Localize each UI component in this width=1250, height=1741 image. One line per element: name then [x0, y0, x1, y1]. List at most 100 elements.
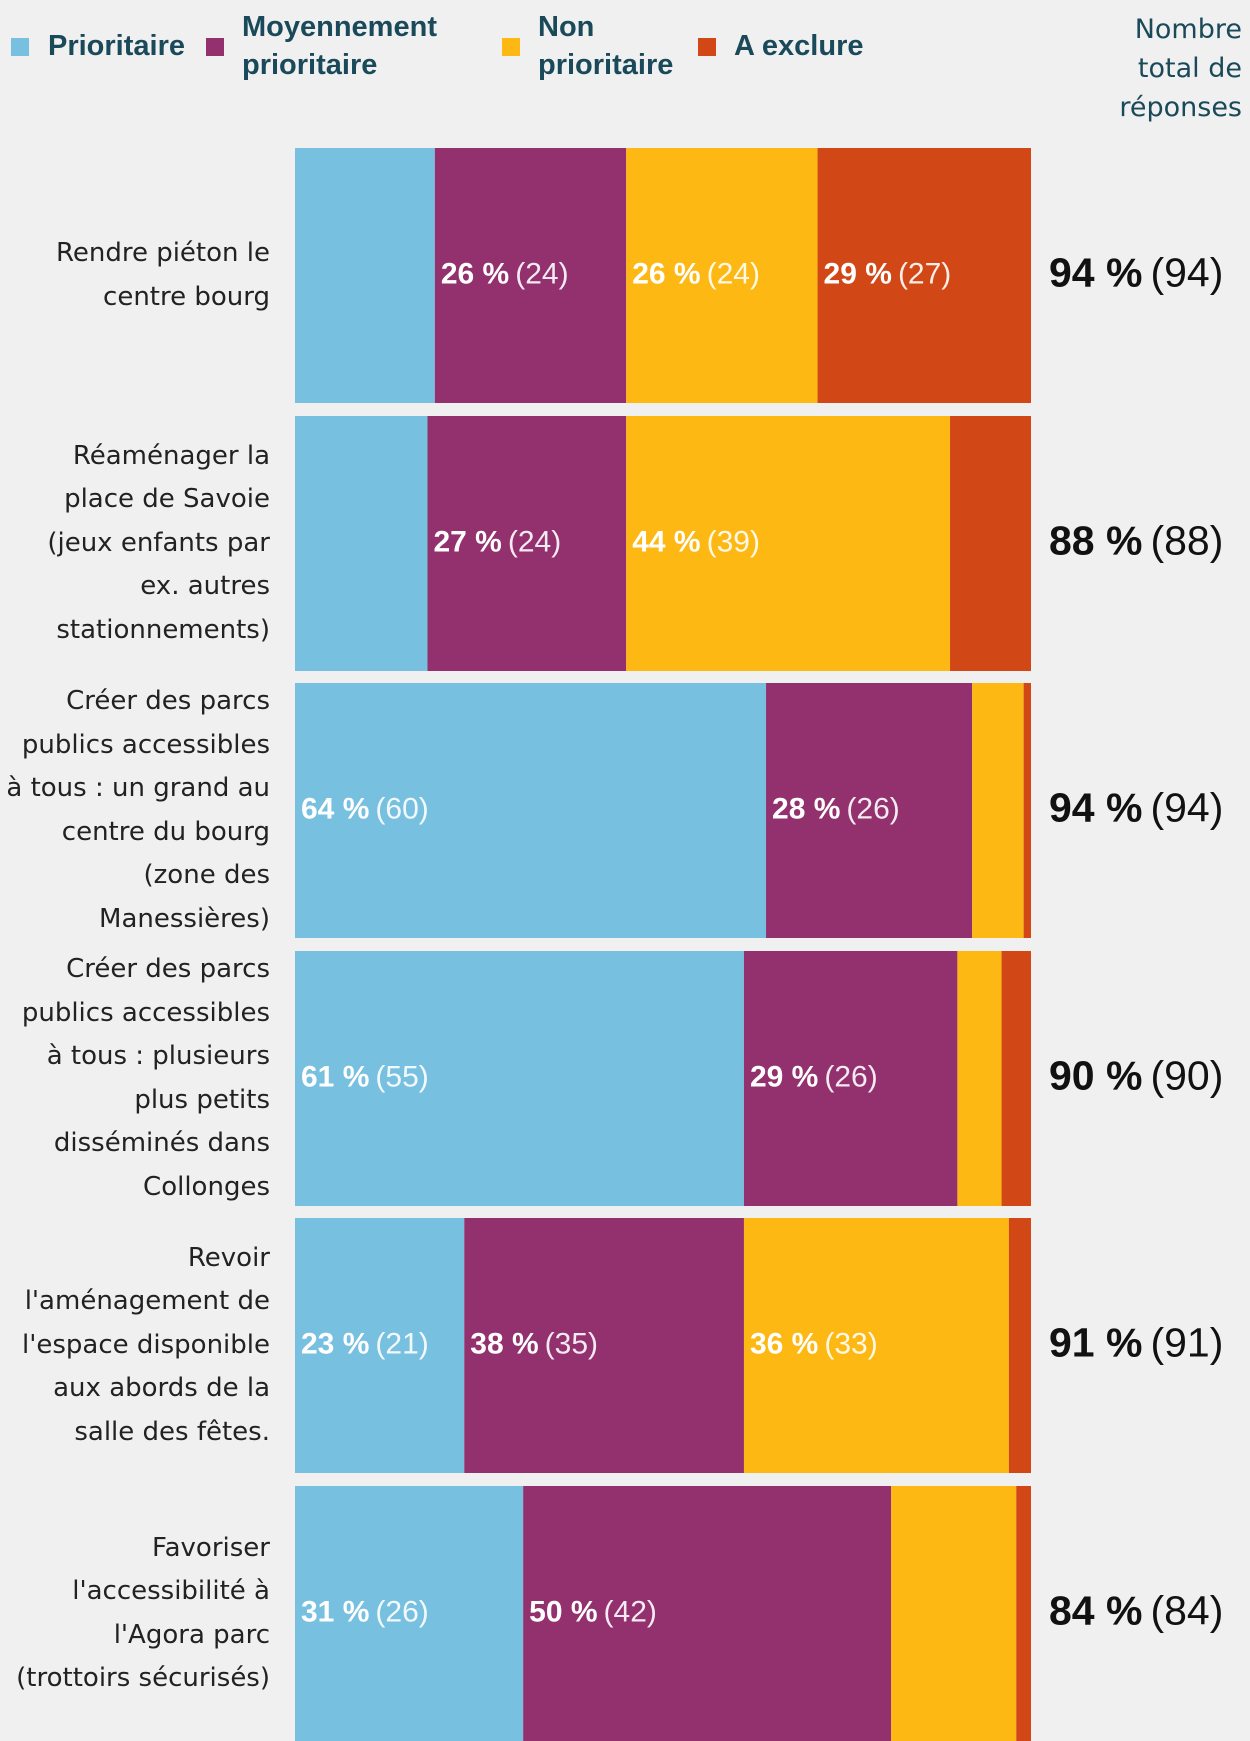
bar-segment	[972, 683, 1024, 938]
total-count-label: (88)	[1150, 517, 1223, 563]
bar-segment	[626, 148, 818, 403]
count-label: (55)	[375, 1060, 428, 1093]
total-label: 84 %	[1049, 1587, 1142, 1633]
bar-segment	[950, 416, 1031, 671]
bar-segment	[434, 148, 627, 403]
segment-label: 64 % (60)	[301, 792, 429, 825]
value-label: 31 %	[301, 1595, 369, 1628]
count-label: (39)	[707, 525, 760, 558]
total-count-label: (91)	[1150, 1319, 1223, 1365]
total-count-label: (94)	[1150, 784, 1223, 830]
value-label: 64 %	[301, 792, 369, 825]
bar-segment	[295, 148, 435, 403]
value-label: 23 %	[301, 1327, 369, 1360]
bar-segment	[1023, 683, 1031, 938]
count-label: (26)	[824, 1060, 877, 1093]
value-label: 50 %	[529, 1595, 597, 1628]
category-label: Revoir l'aménagement de l'espace disponi…	[21, 1242, 270, 1447]
count-label: (35)	[545, 1327, 598, 1360]
value-label: 28 %	[772, 792, 840, 825]
segment-label: 29 % (26)	[750, 1060, 878, 1093]
bar-segment	[817, 148, 1031, 403]
count-label: (24)	[515, 257, 568, 290]
value-label: 27 %	[433, 525, 501, 558]
segment-label: 27 % (24)	[433, 525, 561, 558]
total-label: 94 %	[1049, 249, 1142, 295]
segment-label: 61 % (55)	[301, 1060, 429, 1093]
bar-segment	[295, 683, 767, 938]
bar-segment	[295, 416, 428, 671]
value-label: 36 %	[750, 1327, 818, 1360]
count-label: (60)	[375, 792, 428, 825]
legend-swatch	[698, 38, 716, 56]
bar-segment	[743, 951, 958, 1206]
bar-segment	[743, 1218, 1009, 1473]
total-count-label: (90)	[1150, 1052, 1223, 1098]
total-header: Nombre total de réponses	[1119, 14, 1242, 123]
bar-segment	[295, 951, 744, 1206]
count-label: (26)	[846, 792, 899, 825]
count-label: (24)	[508, 525, 561, 558]
value-label: 26 %	[632, 257, 700, 290]
total: 94 % (94)	[1049, 784, 1223, 830]
segment-label: 44 % (39)	[632, 525, 760, 558]
segment-label: 36 % (33)	[750, 1327, 878, 1360]
segment-label: 29 % (27)	[824, 257, 952, 290]
category-label: Rendre piéton le centre bourg	[55, 238, 270, 312]
legend-label: A exclure	[734, 30, 864, 62]
segment-label: 26 % (24)	[632, 257, 760, 290]
legend-label: Moyennement prioritaire	[242, 11, 437, 81]
bar-segment	[957, 951, 1002, 1206]
bar-segment	[295, 1486, 524, 1741]
total-count-label: (84)	[1150, 1587, 1223, 1633]
value-label: 29 %	[750, 1060, 818, 1093]
bar-segment	[626, 416, 951, 671]
total: 94 % (94)	[1049, 249, 1223, 295]
bar-segment	[891, 1486, 1017, 1741]
bar-segment	[464, 1218, 744, 1473]
count-label: (24)	[707, 257, 760, 290]
category-label: Réaménager la place de Savoie (jeux enfa…	[47, 440, 270, 645]
total-label: 90 %	[1049, 1052, 1142, 1098]
value-label: 44 %	[632, 525, 700, 558]
bar-segment	[523, 1486, 892, 1741]
value-label: 61 %	[301, 1060, 369, 1093]
segment-label: 31 % (26)	[301, 1595, 429, 1628]
total: 84 % (84)	[1049, 1587, 1223, 1633]
legend-swatch	[11, 38, 29, 56]
segment-label: 28 % (26)	[772, 792, 900, 825]
legend-swatch	[206, 38, 224, 56]
legend-swatch	[502, 38, 520, 56]
legend-label: Prioritaire	[48, 30, 185, 62]
legend-label: Non prioritaire	[538, 11, 674, 81]
category-label: Favoriser l'accessibilité à l'Agora parc…	[16, 1532, 270, 1694]
value-label: 38 %	[470, 1327, 538, 1360]
bar-segment	[766, 683, 973, 938]
total-label: 91 %	[1049, 1319, 1142, 1365]
total: 88 % (88)	[1049, 517, 1223, 563]
count-label: (21)	[375, 1327, 428, 1360]
category-label: Créer des parcs publics accessibles à to…	[21, 954, 270, 1202]
count-label: (27)	[898, 257, 951, 290]
total: 91 % (91)	[1049, 1319, 1223, 1365]
count-label: (42)	[604, 1595, 657, 1628]
bar-segment	[1008, 1218, 1031, 1473]
total-count-label: (94)	[1150, 249, 1223, 295]
segment-label: 26 % (24)	[441, 257, 569, 290]
value-label: 26 %	[441, 257, 509, 290]
total-label: 88 %	[1049, 517, 1142, 563]
bar-segment	[1016, 1486, 1031, 1741]
count-label: (26)	[375, 1595, 428, 1628]
total: 90 % (90)	[1049, 1052, 1223, 1098]
bar-segment	[295, 1218, 465, 1473]
segment-label: 38 % (35)	[470, 1327, 598, 1360]
segment-label: 50 % (42)	[529, 1595, 657, 1628]
category-label: Créer des parcs publics accessibles à to…	[6, 686, 270, 934]
value-label: 29 %	[824, 257, 892, 290]
bar-segment	[427, 416, 627, 671]
count-label: (33)	[824, 1327, 877, 1360]
segment-label: 23 % (21)	[301, 1327, 429, 1360]
bar-segment	[1001, 951, 1031, 1206]
